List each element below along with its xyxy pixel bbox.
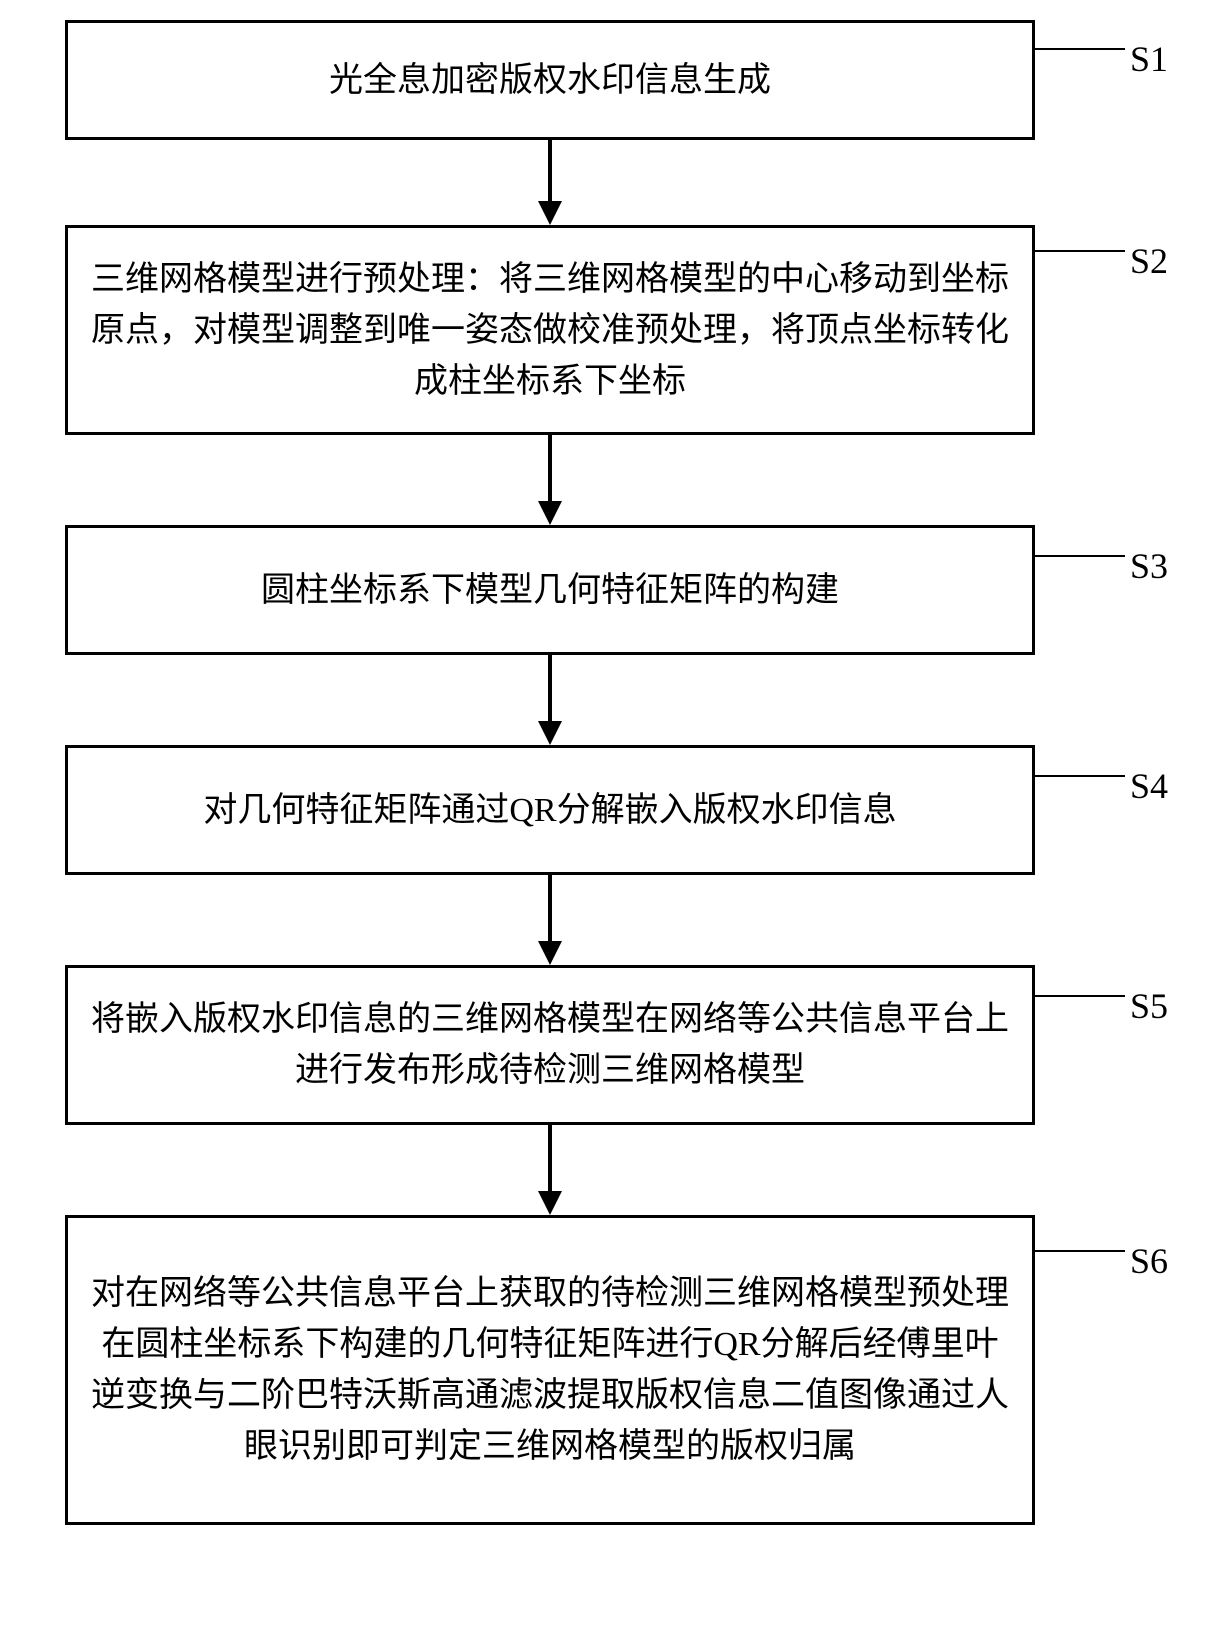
arrow-line [548, 655, 552, 721]
lead-line [1035, 1250, 1125, 1252]
flow-node-s3: 圆柱坐标系下模型几何特征矩阵的构建 [65, 525, 1035, 655]
step-label-s3: S3 [1130, 545, 1168, 587]
arrow-head-icon [538, 1191, 562, 1215]
flow-node-s2: 三维网格模型进行预处理：将三维网格模型的中心移动到坐标原点，对模型调整到唯一姿态… [65, 225, 1035, 435]
flow-node-s4: 对几何特征矩阵通过QR分解嵌入版权水印信息 [65, 745, 1035, 875]
lead-line [1035, 48, 1125, 50]
step-label-s1: S1 [1130, 38, 1168, 80]
flow-node-text: 圆柱坐标系下模型几何特征矩阵的构建 [261, 565, 839, 616]
step-label-s4: S4 [1130, 765, 1168, 807]
lead-line [1035, 250, 1125, 252]
step-label-s5: S5 [1130, 985, 1168, 1027]
flow-node-s5: 将嵌入版权水印信息的三维网格模型在网络等公共信息平台上进行发布形成待检测三维网格… [65, 965, 1035, 1125]
arrow-head-icon [538, 941, 562, 965]
flow-node-s1: 光全息加密版权水印信息生成 [65, 20, 1035, 140]
arrow-line [548, 435, 552, 501]
arrow-head-icon [538, 721, 562, 745]
arrow-line [548, 140, 552, 201]
step-label-s6: S6 [1130, 1240, 1168, 1282]
arrow-line [548, 875, 552, 941]
lead-line [1035, 555, 1125, 557]
lead-line [1035, 995, 1125, 997]
flow-node-text: 对在网络等公共信息平台上获取的待检测三维网格模型预处理在圆柱坐标系下构建的几何特… [88, 1268, 1012, 1472]
arrow-line [548, 1125, 552, 1191]
flowchart-canvas: 光全息加密版权水印信息生成 S1 三维网格模型进行预处理：将三维网格模型的中心移动到… [0, 0, 1219, 1651]
arrow-head-icon [538, 501, 562, 525]
flow-node-text: 对几何特征矩阵通过QR分解嵌入版权水印信息 [203, 785, 896, 836]
flow-node-s6: 对在网络等公共信息平台上获取的待检测三维网格模型预处理在圆柱坐标系下构建的几何特… [65, 1215, 1035, 1525]
lead-line [1035, 775, 1125, 777]
step-label-s2: S2 [1130, 240, 1168, 282]
flow-node-text: 将嵌入版权水印信息的三维网格模型在网络等公共信息平台上进行发布形成待检测三维网格… [88, 994, 1012, 1096]
flow-node-text: 三维网格模型进行预处理：将三维网格模型的中心移动到坐标原点，对模型调整到唯一姿态… [88, 254, 1012, 407]
arrow-head-icon [538, 201, 562, 225]
flow-node-text: 光全息加密版权水印信息生成 [329, 55, 771, 106]
